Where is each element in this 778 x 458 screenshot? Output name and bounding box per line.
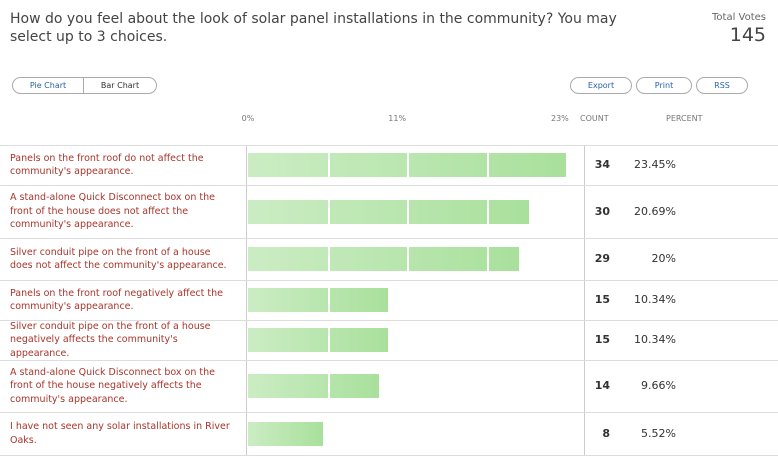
x-tick-label: 23% [551,114,569,123]
category-label: Silver conduit pipe on the front of a ho… [10,246,227,272]
x-tick-label: 0% [241,114,255,123]
vote-count: 14 [594,379,610,392]
bar-divider [327,374,330,398]
percent-label: 5.52% [641,426,676,440]
bar-divider [407,153,409,177]
bar-divider [486,199,489,224]
row-separator [0,280,778,281]
bar-divider [407,247,409,271]
pie-chart-button[interactable]: Pie Chart [12,77,84,94]
vote-count: 30 [594,204,610,218]
bar-divider [327,328,330,352]
bar [248,199,529,224]
percent-label: 20% [651,252,676,265]
bar [248,421,323,446]
x-tick-label: 11% [388,114,407,123]
percent-label: 9.66% [641,379,676,392]
row-separator [0,360,778,361]
category-label: Panels on the front roof negatively affe… [10,287,223,313]
percent-label: 10.34% [634,333,676,346]
bar-chart-button[interactable]: Bar Chart [83,77,157,94]
total-label: Total Votes [712,12,766,23]
export-button[interactable]: Export [570,77,632,94]
row-separator [0,320,778,321]
bar [248,328,389,352]
bar-divider [327,247,330,271]
row-separator [0,185,778,186]
percent-label: 23.45% [634,158,676,171]
bar [248,247,520,271]
column-separator [584,145,585,455]
percent-header: PERCENT [666,114,703,123]
row-separator [0,145,778,146]
bar-divider [327,199,330,224]
percent-label: 10.34% [634,293,676,306]
percent-label: 20.69% [634,204,676,218]
vote-count: 8 [602,426,610,440]
bar-divider [327,153,330,177]
vote-count: 15 [594,293,610,306]
category-label: A stand-alone Quick Disconnect box on th… [10,192,215,230]
category-label: Panels on the front roof do not affect t… [10,152,204,178]
bar [248,288,389,312]
vote-count: 34 [594,158,610,171]
bar-divider [407,199,409,224]
row-separator [0,238,778,239]
vote-count: 29 [594,252,610,265]
row-separator [0,412,778,413]
bar [248,374,379,398]
count-header: COUNT [580,114,609,123]
bar-divider [486,247,489,271]
bar-divider [486,153,489,177]
category-label: A stand-alone Quick Disconnect box on th… [10,366,215,405]
axis-line [246,145,247,455]
category-label: Silver conduit pipe on the front of a ho… [10,320,211,359]
bar-divider [327,288,330,312]
rss-button[interactable]: RSS [696,77,748,94]
vote-count: 15 [594,333,610,346]
print-button[interactable]: Print [636,77,692,94]
row-separator [0,455,778,456]
poll-title: How do you feel about the look of solar … [10,11,617,45]
category-label: I have not seen any solar installations … [10,421,230,446]
total-votes: 145 [729,24,766,46]
